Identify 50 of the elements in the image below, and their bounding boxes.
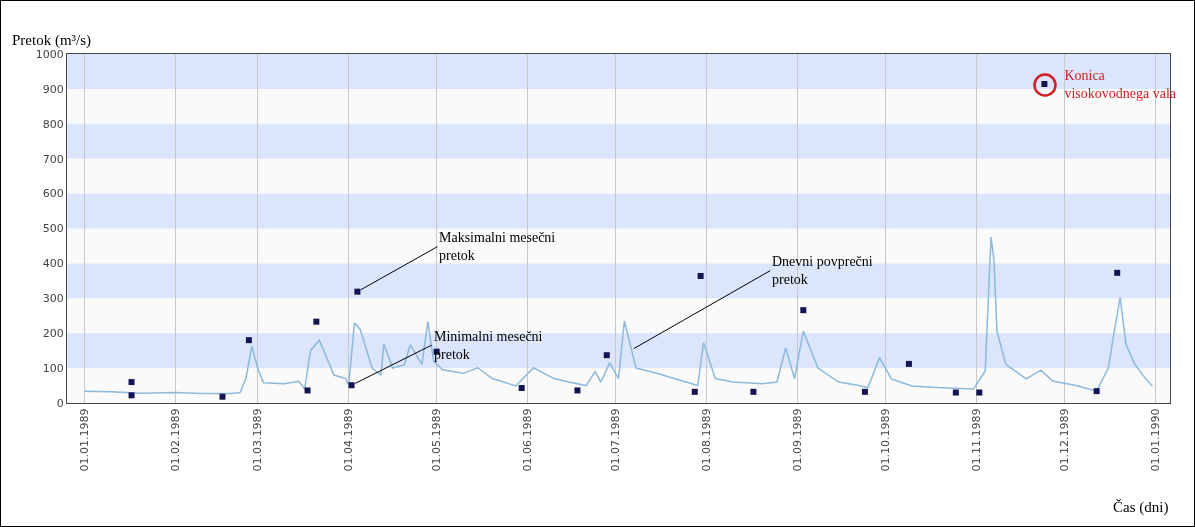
y-axis-title: Pretok (m³/s) — [12, 32, 92, 49]
y-tick-label: 0 — [56, 396, 64, 410]
point — [518, 384, 525, 391]
point — [245, 337, 252, 344]
point — [313, 318, 320, 325]
y-tick-label: 200 — [42, 327, 64, 341]
x-tick-label: 01.11.1989 — [969, 408, 983, 472]
point — [348, 382, 355, 389]
y-tick-label: 600 — [42, 187, 64, 201]
x-tick-label: 01.12.1989 — [1057, 408, 1071, 472]
x-tick-label: 01.04.1989 — [342, 408, 356, 472]
point — [1114, 269, 1121, 276]
y-tick-label: 100 — [42, 361, 64, 375]
x-axis-title: Čas (dni) — [1113, 499, 1169, 516]
x-tick-label: 01.09.1989 — [791, 408, 805, 472]
x-tick-label: 01.07.1989 — [609, 408, 623, 472]
point — [750, 388, 757, 395]
point — [861, 388, 868, 395]
point — [128, 392, 135, 399]
point — [1093, 388, 1100, 395]
y-tick-label: 400 — [42, 257, 64, 271]
annotation: Maksimalni mesečni pretok — [439, 230, 556, 264]
point — [976, 389, 983, 396]
point — [219, 393, 226, 400]
y-tick-label: 800 — [42, 117, 64, 131]
point — [354, 288, 361, 295]
point — [128, 379, 135, 386]
point — [691, 388, 698, 395]
x-tick-label: 01.08.1989 — [700, 408, 714, 472]
point — [905, 360, 912, 367]
x-tick-label: 01.06.1989 — [521, 408, 535, 472]
y-tick-label: 500 — [42, 222, 64, 236]
point — [574, 387, 581, 394]
x-tick-label: 01.01.1990 — [1148, 408, 1162, 472]
x-tick-label: 01.02.1989 — [169, 408, 183, 472]
x-tick-label: 01.10.1989 — [879, 408, 893, 472]
x-tick-label: 01.03.1989 — [251, 408, 265, 472]
y-tick-label: 900 — [42, 82, 64, 96]
y-tick-label: 700 — [42, 152, 64, 166]
point — [800, 307, 807, 314]
point — [697, 272, 704, 279]
x-tick-label: 01.05.1989 — [430, 408, 444, 472]
annotation: Minimalni mesečni pretok — [434, 329, 543, 363]
point — [603, 352, 610, 359]
annotation: Dnevni povprečni pretok — [772, 254, 873, 288]
y-tick-label: 300 — [42, 292, 64, 306]
x-tick-label: 01.01.1989 — [78, 408, 92, 472]
point — [952, 389, 959, 396]
y-tick-label: 1000 — [35, 47, 64, 61]
point — [304, 387, 311, 394]
